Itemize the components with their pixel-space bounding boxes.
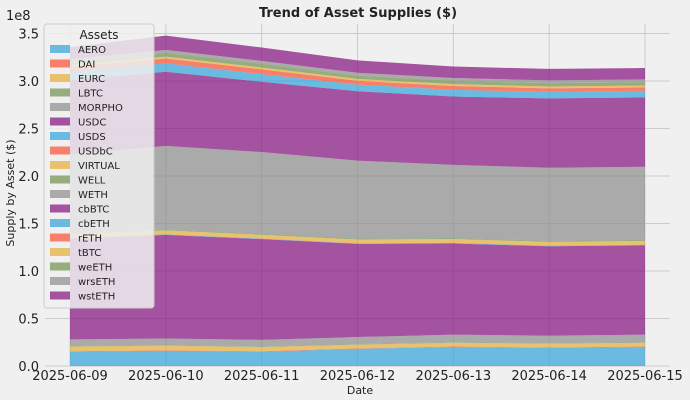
area-weeth <box>70 52 645 87</box>
area-aero <box>70 347 645 366</box>
area-wsteth <box>70 35 645 81</box>
legend-label-tbtc: tBTC <box>78 248 101 259</box>
legend-swatch-morpho <box>50 103 70 111</box>
y-tick-label: 0.5 <box>18 313 39 328</box>
legend-swatch-wrseth <box>50 277 70 285</box>
legend-swatch-usdc <box>50 117 70 126</box>
area-layer <box>70 35 645 366</box>
legend-label-weth: WETH <box>78 190 108 201</box>
legend-label-usds: USDS <box>78 132 106 143</box>
y-tick-label: 2.0 <box>18 170 39 185</box>
y-tick-label: 3.5 <box>18 28 39 43</box>
area-cbbtc <box>70 71 645 168</box>
legend-swatch-cbeth <box>50 219 70 227</box>
legend-label-well: WELL <box>78 176 106 187</box>
legend-swatch-eurc <box>50 74 70 82</box>
x-tick-label: 2025-06-11 <box>224 369 300 384</box>
y-tick-labels: 0.0 0.5 1.0 1.5 2.0 2.5 3.0 3.5 <box>18 28 39 376</box>
x-tick-label: 2025-06-09 <box>32 369 108 384</box>
chart-title: Trend of Asset Supplies ($) <box>259 6 457 21</box>
area-cbeth <box>70 63 645 99</box>
x-tick-label: 2025-06-15 <box>607 369 683 384</box>
area-weth <box>70 145 645 241</box>
legend-label-dai: DAI <box>78 60 95 71</box>
legend-swatch-tbtc <box>50 248 70 256</box>
y-tick-label: 1.0 <box>18 265 39 280</box>
legend-label-weeth: weETH <box>78 263 112 274</box>
legend-box <box>43 23 155 309</box>
legend-swatch-virtual <box>50 161 70 169</box>
x-tick-labels: 2025-06-09 2025-06-10 2025-06-11 2025-06-12… <box>32 369 683 384</box>
legend-label-eurc: EURC <box>78 74 105 85</box>
y-tick-label: 1.5 <box>18 218 39 233</box>
legend-swatch-lbtc <box>50 88 70 97</box>
legend-label-cbeth: cbETH <box>78 219 110 230</box>
area-lbtc <box>70 342 645 347</box>
x-axis-title: Date <box>347 384 374 397</box>
legend-label-usdbc: USDbC <box>78 147 113 158</box>
legend-swatch-aero <box>50 45 70 53</box>
legend-swatch-reth <box>50 233 70 242</box>
x-tick-label: 2025-06-13 <box>416 369 492 384</box>
y-tick-label: 2.5 <box>18 123 39 138</box>
y-tick-label: 3.0 <box>18 75 39 90</box>
x-tick-label: 2025-06-10 <box>128 369 204 384</box>
legend-label-usdc: USDC <box>78 118 106 129</box>
legend-swatch-usdbc <box>50 146 70 155</box>
legend-swatch-well <box>50 175 70 184</box>
y-offset-label: 1e8 <box>6 9 31 24</box>
legend-label-reth: rETH <box>78 234 102 245</box>
legend-swatch-wsteth <box>50 291 70 300</box>
area-reth <box>70 58 645 92</box>
y-tick-label: 0.0 <box>18 360 39 375</box>
legend-swatch-cbbtc <box>50 204 70 213</box>
area-usdc <box>70 234 645 340</box>
x-tick-label: 2025-06-14 <box>511 369 587 384</box>
area-virtual <box>70 230 645 246</box>
legend-swatch-weeth <box>50 262 70 271</box>
legend-label-lbtc: LBTC <box>78 89 103 100</box>
area-morpho <box>70 334 645 347</box>
y-axis-title: Supply by Asset ($) <box>4 139 17 246</box>
legend-label-cbbtc: cbBTC <box>78 205 109 216</box>
legend-label-wsteth: wstETH <box>78 292 115 303</box>
area-usds <box>70 234 645 247</box>
legend-label-morpho: MORPHO <box>78 103 123 114</box>
x-tick-label: 2025-06-12 <box>320 369 396 384</box>
legend-swatch-dai <box>50 59 70 68</box>
legend-label-virtual: VIRTUAL <box>78 161 120 172</box>
legend-items: AERO DAI EURC LBTC MORPHO USDC USDS USDbC VIRTUA… <box>50 45 123 303</box>
legend: Assets AERO DAI EURC LBTC MORPHO USDC USDS USDb… <box>43 23 155 309</box>
area-well <box>70 229 645 242</box>
legend-label-aero: AERO <box>78 45 106 56</box>
area-eurc <box>70 342 645 352</box>
legend-swatch-usds <box>50 132 70 140</box>
legend-title: Assets <box>79 28 118 42</box>
legend-swatch-weth <box>50 190 70 198</box>
legend-label-wrseth: wrsETH <box>78 277 115 288</box>
